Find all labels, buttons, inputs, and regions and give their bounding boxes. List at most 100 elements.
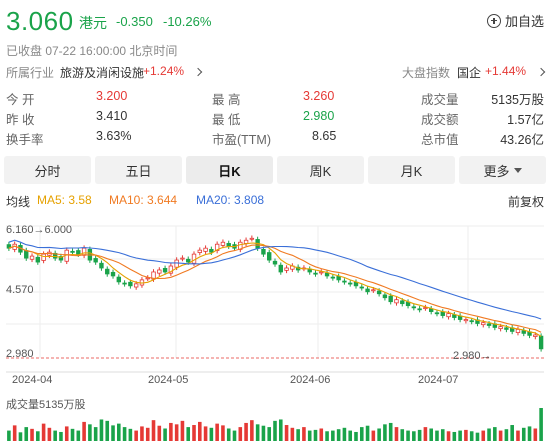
prev-close-label: 昨 收 — [6, 113, 35, 127]
volume-bar — [469, 431, 474, 441]
volume-bar — [64, 426, 69, 441]
candle-body — [174, 259, 179, 268]
volume-bar — [180, 420, 185, 441]
candle-body — [319, 271, 324, 274]
volume-bar — [365, 425, 370, 441]
volume-bar — [105, 420, 110, 441]
volume-bar — [302, 427, 306, 441]
volume-bar — [145, 427, 150, 441]
volume-bar — [371, 430, 376, 441]
low-label: 最 低 — [212, 113, 241, 127]
volume-bar — [41, 423, 46, 441]
open-label: 今 开 — [6, 93, 35, 107]
volume-bar — [475, 432, 480, 441]
volume-bar — [267, 427, 272, 441]
volume-bar — [487, 428, 491, 441]
volume-bar — [307, 430, 312, 441]
tab-weekly-k[interactable]: 周K — [277, 156, 364, 184]
kline-chart[interactable]: 6.160→6.000 4.570 2.980 2.980→ 2024-04 2… — [0, 212, 550, 442]
candle-body — [58, 256, 64, 261]
candle-body — [267, 252, 272, 261]
index-link[interactable]: 国企 — [457, 66, 482, 80]
candle-body — [376, 290, 382, 295]
candle-body — [168, 265, 174, 274]
candle-body — [359, 286, 364, 289]
add-watchlist-button[interactable]: 加自选 — [486, 11, 544, 30]
tab-daily-k-label: 日K — [218, 163, 241, 179]
volume-bar — [452, 431, 457, 441]
volume-label: 成交量 — [421, 93, 459, 107]
candle-body — [434, 312, 440, 315]
tab-more[interactable]: 更多 — [459, 156, 546, 184]
chevron-right-icon[interactable] — [193, 67, 203, 77]
tab-intraday[interactable]: 分时 — [4, 156, 91, 184]
candle-body — [145, 277, 150, 280]
candle-body — [52, 252, 58, 259]
price-change: -0.350 — [116, 14, 153, 29]
volume-bar — [533, 428, 538, 441]
chevron-right-icon[interactable] — [536, 67, 546, 77]
currency-label: 港元 — [79, 15, 107, 31]
volume-bar — [504, 429, 509, 441]
tab-five-day[interactable]: 五日 — [95, 156, 182, 184]
volume-bar — [435, 430, 439, 441]
market-cap-label: 总市值 — [421, 133, 459, 147]
volume-bar — [527, 426, 532, 441]
kline-svg — [6, 225, 544, 441]
candle-body — [272, 260, 278, 265]
ma-title[interactable]: 均线 — [6, 195, 31, 209]
volume-bar — [539, 408, 543, 441]
x-label-jul: 2024-07 — [418, 374, 459, 386]
pe-value: 8.65 — [312, 129, 337, 143]
volume-bar — [215, 423, 219, 441]
candle-body — [498, 326, 503, 330]
candle-body — [278, 264, 283, 273]
volume-bar — [169, 422, 173, 441]
volume-bar — [117, 423, 121, 441]
pe-label: 市盈(TTM) — [212, 133, 272, 147]
volume-bar — [394, 427, 399, 441]
volume-bar — [348, 430, 352, 441]
volume-bar — [313, 429, 318, 441]
volume-bar — [331, 430, 335, 441]
candle-body — [209, 248, 214, 253]
candle-body — [446, 313, 451, 318]
adjust-mode-button[interactable]: 前复权 — [507, 195, 544, 209]
candle-body — [180, 257, 185, 260]
ma10-line — [8, 244, 542, 333]
volume-bar — [250, 420, 254, 441]
volume-bar — [192, 425, 196, 441]
volume-bar — [261, 425, 266, 441]
volume-bar — [238, 427, 243, 441]
tab-monthly-k[interactable]: 月K — [368, 156, 455, 184]
volume-bar — [59, 431, 63, 441]
tab-daily-k[interactable]: 日K — [186, 156, 273, 184]
last-price: 3.060 — [6, 6, 74, 36]
volume-bar — [359, 427, 364, 441]
volume-bar — [30, 428, 34, 441]
volume-bar — [47, 427, 52, 441]
candle-body — [324, 272, 330, 277]
volume-bar — [221, 425, 225, 441]
volume-bar — [342, 427, 347, 441]
volume-bar — [481, 430, 486, 441]
candle-body — [249, 237, 255, 240]
industry-link[interactable]: 旅游及消闲设施 — [60, 66, 145, 80]
market-cap-value: 43.26亿 — [500, 133, 544, 147]
price-change-percent: -10.26% — [163, 14, 212, 29]
x-label-apr: 2024-04 — [12, 374, 53, 386]
candle-body — [504, 327, 509, 330]
industry-index-row: 所属行业 旅游及消闲设施 +1.24% 大盘指数 国企 +1.44% — [0, 64, 550, 82]
candle-body — [388, 295, 393, 303]
ma10-value: MA10: 3.644 — [109, 193, 178, 207]
volume-bar — [383, 424, 387, 441]
volume-bar — [53, 430, 57, 441]
candle-body — [342, 280, 347, 283]
index-label: 大盘指数 — [402, 66, 451, 80]
ma5-line — [8, 242, 542, 337]
volume-bar — [388, 422, 393, 441]
tab-monthly-k-label: 月K — [400, 163, 423, 179]
volume-bar — [36, 431, 40, 441]
volume-bar — [186, 427, 191, 441]
turnover-label: 成交额 — [421, 113, 459, 127]
